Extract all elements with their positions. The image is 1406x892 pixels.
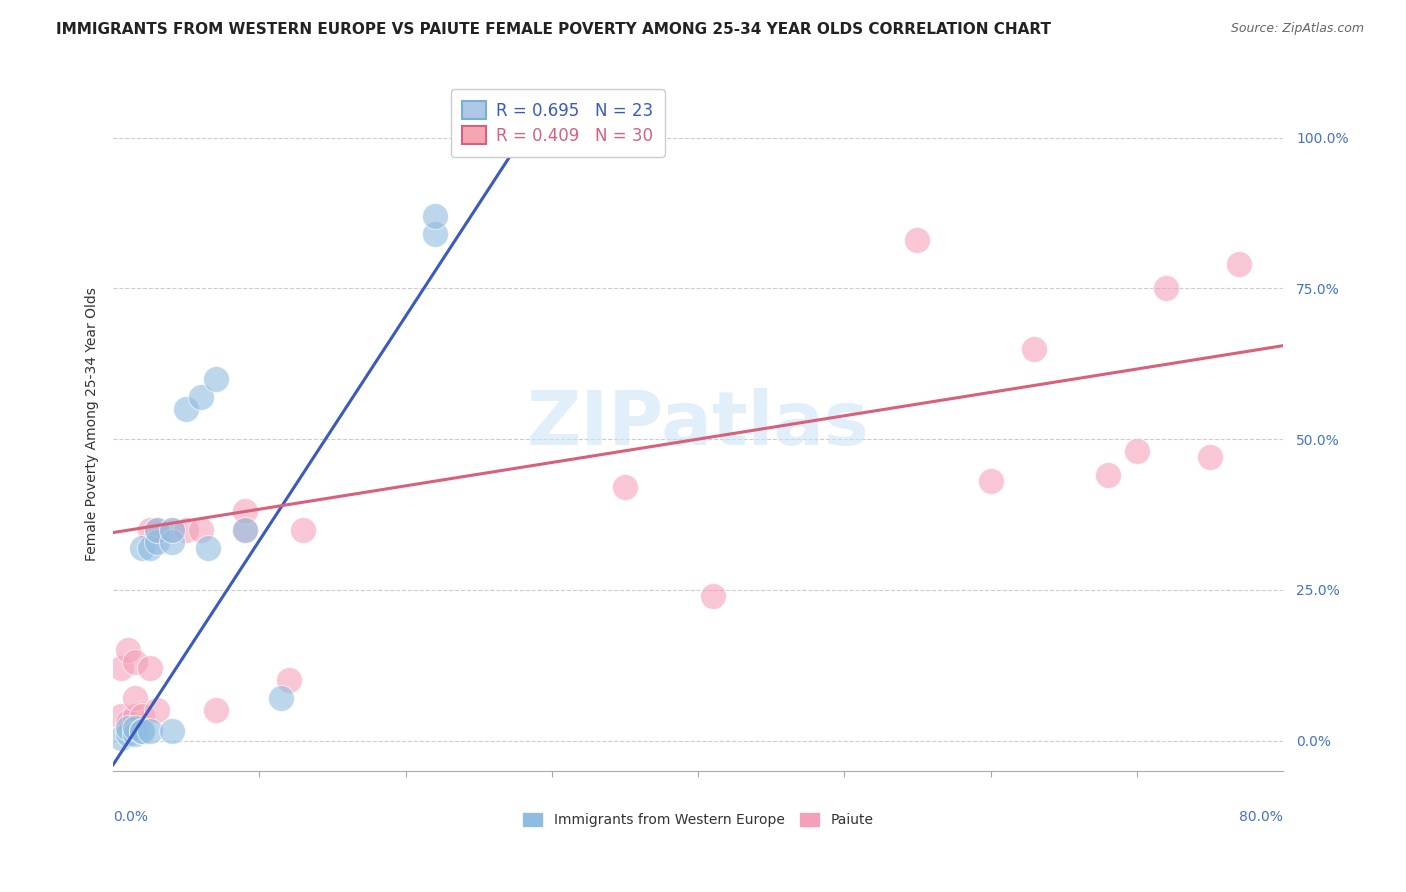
Point (1097, 468, 1119, 483)
Point (277, 673, 299, 688)
Point (160, 523, 183, 537)
Point (124, 722, 146, 736)
Point (423, 209, 446, 223)
Point (1126, 444, 1149, 458)
Point (131, 541, 153, 555)
Point (131, 724, 153, 739)
Text: 0.0%: 0.0% (114, 810, 148, 823)
Point (292, 523, 315, 537)
Point (1199, 450, 1222, 465)
Point (614, 480, 637, 494)
Text: 80.0%: 80.0% (1239, 810, 1284, 823)
Point (233, 523, 256, 537)
Point (907, 233, 929, 247)
Legend: Immigrants from Western Europe, Paiute: Immigrants from Western Europe, Paiute (517, 806, 880, 833)
Point (139, 661, 162, 675)
Point (110, 709, 132, 723)
Point (146, 534, 169, 549)
Point (1024, 342, 1046, 356)
Point (190, 390, 212, 404)
Point (270, 691, 292, 706)
Point (176, 401, 198, 416)
Point (176, 523, 198, 537)
Point (131, 709, 153, 723)
Point (117, 715, 139, 730)
Point (190, 523, 212, 537)
Point (139, 541, 162, 555)
Point (160, 724, 183, 739)
Point (124, 709, 146, 723)
Point (204, 372, 226, 386)
Point (131, 724, 153, 739)
Text: IMMIGRANTS FROM WESTERN EUROPE VS PAIUTE FEMALE POVERTY AMONG 25-34 YEAR OLDS CO: IMMIGRANTS FROM WESTERN EUROPE VS PAIUTE… (56, 22, 1052, 37)
Point (117, 643, 139, 657)
Point (139, 724, 162, 739)
Point (124, 691, 146, 706)
Point (146, 523, 169, 537)
Point (197, 541, 219, 555)
Point (233, 523, 256, 537)
Point (117, 727, 139, 741)
Point (124, 655, 146, 669)
Point (233, 504, 256, 518)
Point (1154, 281, 1177, 295)
Text: Source: ZipAtlas.com: Source: ZipAtlas.com (1230, 22, 1364, 36)
Point (139, 523, 162, 537)
Point (110, 661, 132, 675)
Point (117, 722, 139, 736)
Point (204, 703, 226, 717)
Y-axis label: Female Poverty Among 25-34 Year Olds: Female Poverty Among 25-34 Year Olds (86, 287, 100, 561)
Point (980, 475, 1002, 489)
Point (124, 727, 146, 741)
Point (160, 523, 183, 537)
Text: ZIPatlas: ZIPatlas (527, 387, 869, 460)
Point (146, 523, 169, 537)
Point (1227, 257, 1250, 271)
Point (702, 589, 724, 603)
Point (160, 534, 183, 549)
Point (423, 227, 446, 242)
Point (110, 731, 132, 745)
Point (146, 703, 169, 717)
